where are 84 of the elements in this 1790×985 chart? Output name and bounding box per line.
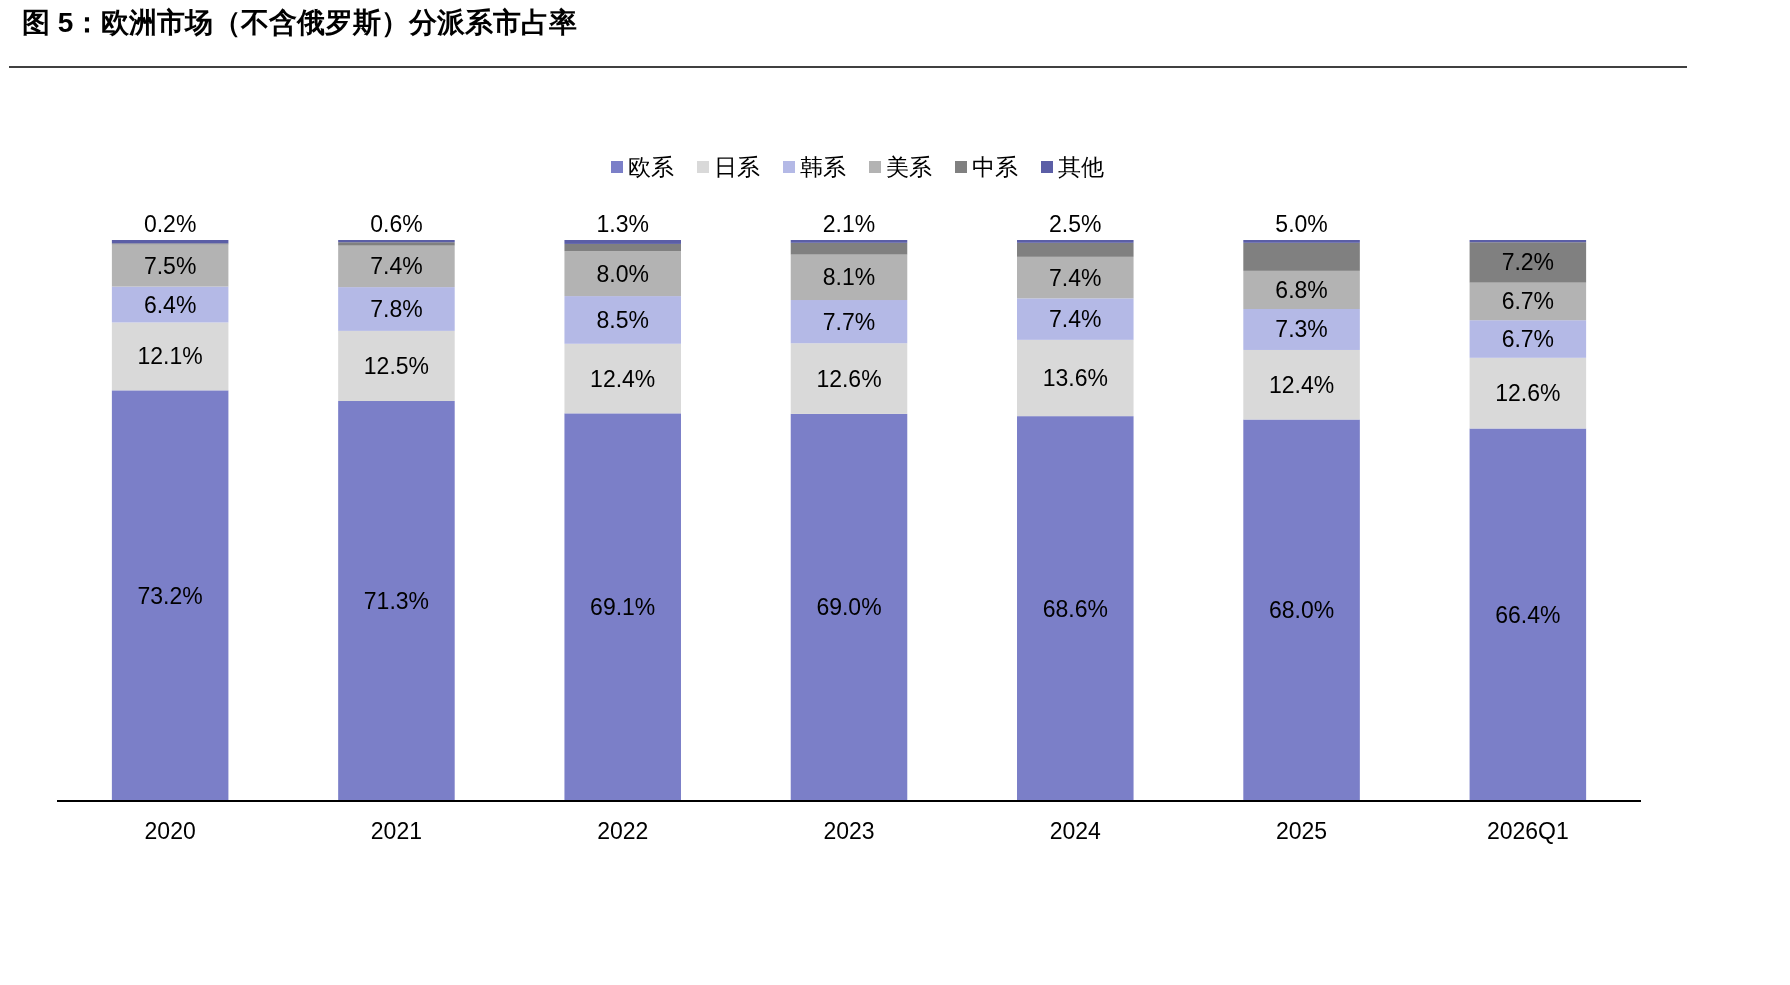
data-label: 13.6%	[1042, 365, 1108, 392]
data-label: 8.0%	[596, 260, 649, 287]
data-label: 6.7%	[1501, 326, 1555, 353]
data-label: 0.2%	[143, 211, 197, 237]
data-label: 7.5%	[143, 252, 197, 279]
bar	[338, 287, 455, 331]
bar	[1469, 428, 1587, 801]
data-label: 8.5%	[596, 306, 649, 333]
bar	[1243, 309, 1360, 350]
bar	[564, 296, 681, 344]
bar	[564, 240, 681, 244]
bar	[1017, 242, 1134, 257]
data-label: 12.4%	[1268, 371, 1335, 398]
data-label: 68.0%	[1268, 597, 1335, 624]
bar	[338, 245, 455, 288]
bar	[1469, 357, 1587, 429]
data-label: 1.3%	[596, 211, 649, 237]
bar	[1017, 240, 1134, 243]
data-label: 2.5%	[1049, 211, 1102, 237]
data-label: 6.7%	[1501, 288, 1555, 315]
bar	[790, 254, 908, 301]
data-label: 7.8%	[370, 296, 423, 322]
bar	[1469, 320, 1587, 358]
legend-label: 日系	[714, 154, 760, 180]
bar	[1017, 416, 1134, 801]
bar	[564, 243, 681, 252]
x-tick-label: 2025	[1275, 818, 1328, 844]
bar	[790, 240, 908, 243]
bar	[790, 413, 908, 801]
chart-title: 图 5：欧洲市场（不含俄罗斯）分派系市占率	[22, 7, 578, 38]
data-label: 6.8%	[1275, 276, 1328, 303]
data-label: 66.4%	[1495, 601, 1561, 628]
data-label: 12.4%	[590, 365, 656, 392]
data-label: 12.6%	[1495, 380, 1561, 407]
x-tick-label: 2024	[1049, 818, 1102, 844]
bar	[338, 401, 455, 801]
data-label: 7.3%	[1275, 316, 1328, 343]
bar	[111, 244, 229, 287]
bar	[111, 390, 229, 801]
data-label: 5.0%	[1275, 211, 1328, 237]
bar	[1017, 256, 1134, 299]
bar	[790, 300, 908, 344]
bar	[790, 242, 908, 255]
bar	[564, 251, 681, 297]
x-tick-label: 2026Q1	[1486, 818, 1569, 844]
data-label: 12.5%	[363, 352, 430, 379]
data-label: 7.7%	[822, 308, 876, 335]
x-tick-label: 2023	[823, 818, 875, 844]
legend-label: 其他	[1058, 154, 1104, 180]
data-label: 6.4%	[143, 291, 197, 318]
data-label: 68.6%	[1042, 595, 1108, 622]
bar	[1469, 242, 1587, 283]
bar	[1243, 242, 1360, 271]
bar	[1243, 419, 1360, 801]
x-tick-label: 2020	[144, 818, 196, 844]
data-label: 12.6%	[816, 365, 882, 392]
bar	[1243, 270, 1360, 309]
x-tick-label: 2021	[370, 818, 423, 844]
bar	[338, 330, 455, 402]
legend-label: 中系	[972, 154, 1018, 180]
bar	[790, 343, 908, 414]
bar	[564, 343, 681, 414]
data-label: 7.4%	[370, 253, 423, 280]
bar	[1017, 298, 1134, 340]
data-label: 2.1%	[822, 211, 876, 237]
data-label: 69.0%	[816, 594, 882, 621]
data-label: 7.4%	[1049, 306, 1102, 333]
bar	[1017, 339, 1134, 417]
data-label: 69.1%	[590, 594, 656, 621]
legend-label: 韩系	[800, 154, 846, 180]
data-label: 8.1%	[822, 264, 876, 291]
bar	[1243, 240, 1360, 243]
x-tick-label: 2022	[597, 818, 649, 844]
data-label: 0.6%	[370, 211, 423, 237]
data-label: 7.4%	[1049, 264, 1102, 291]
legend-label: 欧系	[628, 154, 674, 180]
bar	[111, 322, 229, 391]
legend-label: 美系	[886, 154, 932, 180]
data-label: 12.1%	[137, 343, 203, 370]
data-label: 71.3%	[363, 588, 430, 614]
bar	[564, 413, 681, 801]
data-label: 73.2%	[137, 582, 203, 609]
data-label: 7.2%	[1501, 249, 1555, 276]
bar	[1243, 349, 1360, 420]
